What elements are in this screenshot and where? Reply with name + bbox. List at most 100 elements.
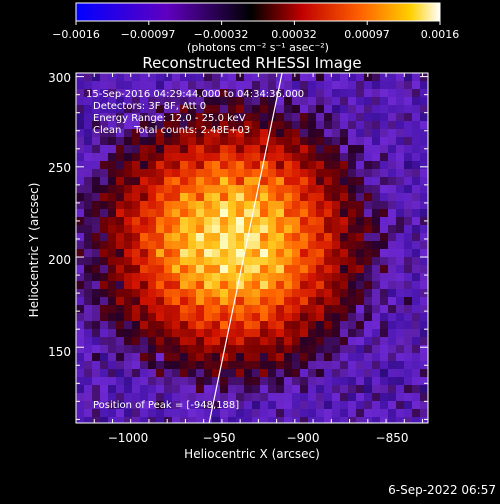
heatmap-pixel — [76, 177, 85, 186]
colorbar-tick-label: −0.0016 — [52, 28, 100, 41]
heatmap-pixel — [188, 81, 197, 90]
heatmap-pixel — [220, 193, 229, 202]
heatmap-pixel — [348, 145, 357, 154]
heatmap-pixel — [180, 329, 189, 338]
heatmap-pixel — [380, 121, 389, 130]
heatmap-pixel — [388, 193, 397, 202]
heatmap-pixel — [324, 73, 333, 82]
heatmap-pixel — [308, 209, 317, 218]
heatmap-pixel — [116, 209, 125, 218]
heatmap-pixel — [372, 217, 381, 226]
heatmap-pixel — [372, 257, 381, 266]
heatmap-pixel — [284, 129, 293, 138]
heatmap-pixel — [156, 417, 165, 423]
heatmap-pixel — [108, 145, 117, 154]
heatmap-pixel — [148, 401, 157, 410]
heatmap-pixel — [396, 217, 405, 226]
heatmap-pixel — [332, 281, 341, 290]
heatmap-pixel — [84, 169, 93, 178]
heatmap-pixel — [100, 329, 109, 338]
heatmap-pixel — [148, 105, 157, 114]
heatmap-pixel — [380, 265, 389, 274]
heatmap-pixel — [116, 201, 125, 210]
heatmap-pixel — [292, 313, 301, 322]
heatmap-pixel — [356, 241, 365, 250]
heatmap-pixel — [324, 305, 333, 314]
heatmap-pixel — [388, 369, 397, 378]
heatmap-pixel — [108, 249, 117, 258]
heatmap-pixel — [212, 129, 221, 138]
heatmap-pixel — [156, 345, 165, 354]
heatmap-pixel — [100, 97, 109, 106]
heatmap-pixel — [364, 153, 373, 162]
annotation-time-range: 15-Sep-2016 04:29:44.000 to 04:34:36.000 — [86, 89, 304, 100]
heatmap-pixel — [340, 241, 349, 250]
heatmap-pixel — [308, 313, 317, 322]
heatmap-pixel — [340, 321, 349, 330]
heatmap-pixel — [100, 113, 109, 122]
heatmap-pixel — [388, 153, 397, 162]
heatmap-pixel — [388, 377, 397, 386]
heatmap-pixel — [380, 193, 389, 202]
heatmap-pixel — [140, 257, 149, 266]
heatmap-pixel — [348, 329, 357, 338]
heatmap-pixel — [172, 265, 181, 274]
heatmap-pixel — [244, 313, 253, 322]
heatmap-pixel — [300, 289, 309, 298]
heatmap-pixel — [140, 353, 149, 362]
heatmap-pixel — [332, 185, 341, 194]
heatmap-pixel — [412, 305, 421, 314]
heatmap-pixel — [212, 81, 221, 90]
heatmap-pixel — [348, 345, 357, 354]
heatmap-pixel — [212, 105, 221, 114]
heatmap-pixel — [260, 209, 269, 218]
heatmap-pixel — [388, 249, 397, 258]
heatmap-pixel — [180, 321, 189, 330]
heatmap-pixel — [220, 273, 229, 282]
heatmap-pixel — [100, 177, 109, 186]
heatmap-pixel — [396, 289, 405, 298]
heatmap-pixel — [84, 281, 93, 290]
heatmap-pixel — [340, 217, 349, 226]
heatmap-pixel — [340, 153, 349, 162]
heatmap-pixel — [340, 385, 349, 394]
heatmap-pixel — [84, 329, 93, 338]
heatmap-pixel — [260, 401, 269, 410]
heatmap-pixel — [324, 329, 333, 338]
heatmap-pixel — [92, 409, 101, 418]
heatmap-pixel — [364, 169, 373, 178]
heatmap-pixel — [156, 353, 165, 362]
heatmap-pixel — [172, 337, 181, 346]
heatmap-pixel — [116, 97, 125, 106]
heatmap-pixel — [148, 321, 157, 330]
heatmap-pixel — [172, 353, 181, 362]
heatmap-pixel — [188, 377, 197, 386]
heatmap-pixel — [196, 233, 205, 242]
heatmap-pixel — [284, 265, 293, 274]
heatmap-pixel — [172, 313, 181, 322]
heatmap-pixel — [364, 257, 373, 266]
heatmap-pixel — [236, 177, 245, 186]
heatmap-pixel — [404, 97, 413, 106]
heatmap-pixel — [196, 377, 205, 386]
heatmap-pixel — [316, 105, 325, 114]
heatmap-pixel — [156, 281, 165, 290]
heatmap-pixel — [340, 377, 349, 386]
heatmap-pixel — [268, 73, 277, 82]
heatmap-pixel — [204, 393, 213, 402]
heatmap-pixel — [92, 305, 101, 314]
heatmap-pixel — [276, 121, 285, 130]
heatmap-pixel — [204, 169, 213, 178]
heatmap-pixel — [420, 281, 428, 290]
heatmap-pixel — [196, 121, 205, 130]
heatmap-pixel — [228, 249, 237, 258]
heatmap-pixel — [340, 105, 349, 114]
heatmap-pixel — [92, 201, 101, 210]
heatmap-pixel — [140, 185, 149, 194]
heatmap-pixel — [324, 393, 333, 402]
heatmap-pixel — [292, 209, 301, 218]
x-tick-label: −900 — [287, 431, 320, 445]
heatmap-pixel — [300, 161, 309, 170]
heatmap-pixel — [292, 281, 301, 290]
heatmap-pixel — [268, 241, 277, 250]
